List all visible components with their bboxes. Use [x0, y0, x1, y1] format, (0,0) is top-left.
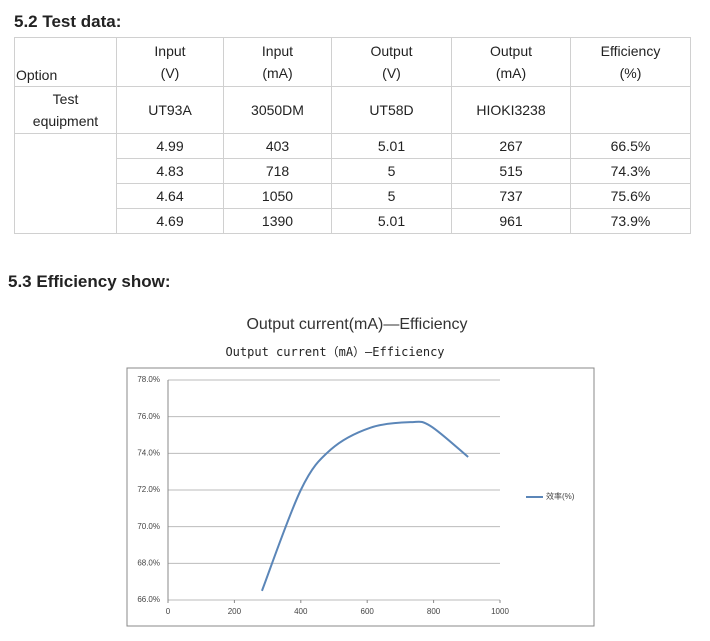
y-tick-label: 72.0%	[137, 485, 160, 494]
series-line	[261, 420, 469, 592]
cell: 3050DM	[223, 86, 332, 134]
header-cell: Input (V)	[116, 37, 224, 87]
cell: 267	[451, 133, 571, 159]
cell: 1050	[223, 183, 332, 209]
text: Output	[370, 43, 413, 59]
text: Input	[154, 43, 186, 59]
y-tick-label: 68.0%	[137, 558, 160, 567]
text: (V)	[160, 65, 180, 81]
cell: 4.64	[116, 183, 224, 209]
data-row: 4.64 1050 5 737 75.6%	[15, 183, 691, 209]
chart-frame	[126, 367, 595, 627]
text: Option	[16, 67, 58, 83]
header-cell: Output (V)	[331, 37, 452, 87]
cell: 73.9%	[570, 208, 691, 234]
text: (V)	[382, 65, 401, 81]
legend-label: 效率(%)	[546, 491, 575, 501]
cell	[570, 86, 691, 134]
cell: 66.5%	[570, 133, 691, 159]
cell: UT93A	[116, 86, 224, 134]
cell: 961	[451, 208, 571, 234]
x-tick-label: 200	[228, 607, 242, 616]
cell: 5	[331, 183, 452, 209]
x-tick-label: 400	[294, 607, 308, 616]
cell: 1390	[223, 208, 332, 234]
chart-subtitle: Output current（mA）—Efficiency	[225, 345, 445, 359]
text: Output	[489, 43, 533, 59]
chart-title: Output current(mA)—Efficiency	[246, 316, 468, 333]
cell: 4.83	[116, 158, 224, 184]
y-tick-label: 76.0%	[137, 412, 160, 421]
data-row: 4.83 718 5 515 74.3%	[15, 158, 691, 184]
y-tick-label: 78.0%	[137, 375, 160, 384]
cell: 515	[451, 158, 571, 184]
cell: 5	[331, 158, 452, 184]
section-heading: 5.2 Test data:	[14, 12, 122, 31]
x-tick-label: 1000	[491, 607, 509, 616]
text: equipment	[32, 113, 99, 129]
cell: 5.01	[331, 208, 452, 234]
x-tick-label: 600	[361, 607, 375, 616]
header-cell: Output (mA)	[451, 37, 571, 87]
cell: 403	[223, 133, 332, 159]
cell: Test equipment	[14, 86, 117, 134]
data-row: 4.69 1390 5.01 961 73.9%	[15, 208, 691, 234]
text: (mA)	[495, 65, 527, 81]
cell: 5.01	[331, 133, 452, 159]
header-cell: Input (mA)	[223, 37, 332, 87]
header-cell: Efficiency (%)	[570, 37, 691, 87]
header-cell: Option	[14, 37, 117, 87]
cell: HIOKI3238	[451, 86, 571, 134]
header-row: Option Input (V) Input (mA) Output (V) Outp…	[14, 37, 691, 87]
chart: 66.0% 68.0% 70.0% 72.0% 74.0% 76.0% 78.0% 0 200 4…	[126, 367, 595, 627]
text: Test	[52, 91, 79, 107]
cell: 4.99	[116, 133, 224, 159]
cell: 718	[223, 158, 332, 184]
section-heading: 5.3 Efficiency show:	[8, 272, 171, 291]
data-row: 4.99 403 5.01 267 66.5%	[14, 133, 691, 234]
text: Input	[261, 43, 294, 59]
y-tick-label: 74.0%	[137, 448, 160, 457]
x-tick-label: 800	[427, 607, 441, 616]
y-tick-label: 70.0%	[137, 522, 160, 531]
cell: 75.6%	[570, 183, 691, 209]
equipment-row: Test equipment UT93A 3050DM UT58D HIOKI32…	[14, 86, 691, 134]
text: (mA)	[262, 65, 293, 81]
cell: 74.3%	[570, 158, 691, 184]
cell	[14, 133, 117, 234]
test-table: Option Input (V) Input (mA) Output (V) Outp…	[14, 37, 691, 234]
y-tick-label: 66.0%	[137, 595, 160, 604]
x-tick-label: 0	[166, 607, 171, 616]
cell: UT58D	[331, 86, 452, 134]
cell: 4.69	[116, 208, 224, 234]
text: (%)	[619, 65, 642, 81]
cell: 737	[451, 183, 571, 209]
text: Efficiency	[600, 43, 661, 59]
